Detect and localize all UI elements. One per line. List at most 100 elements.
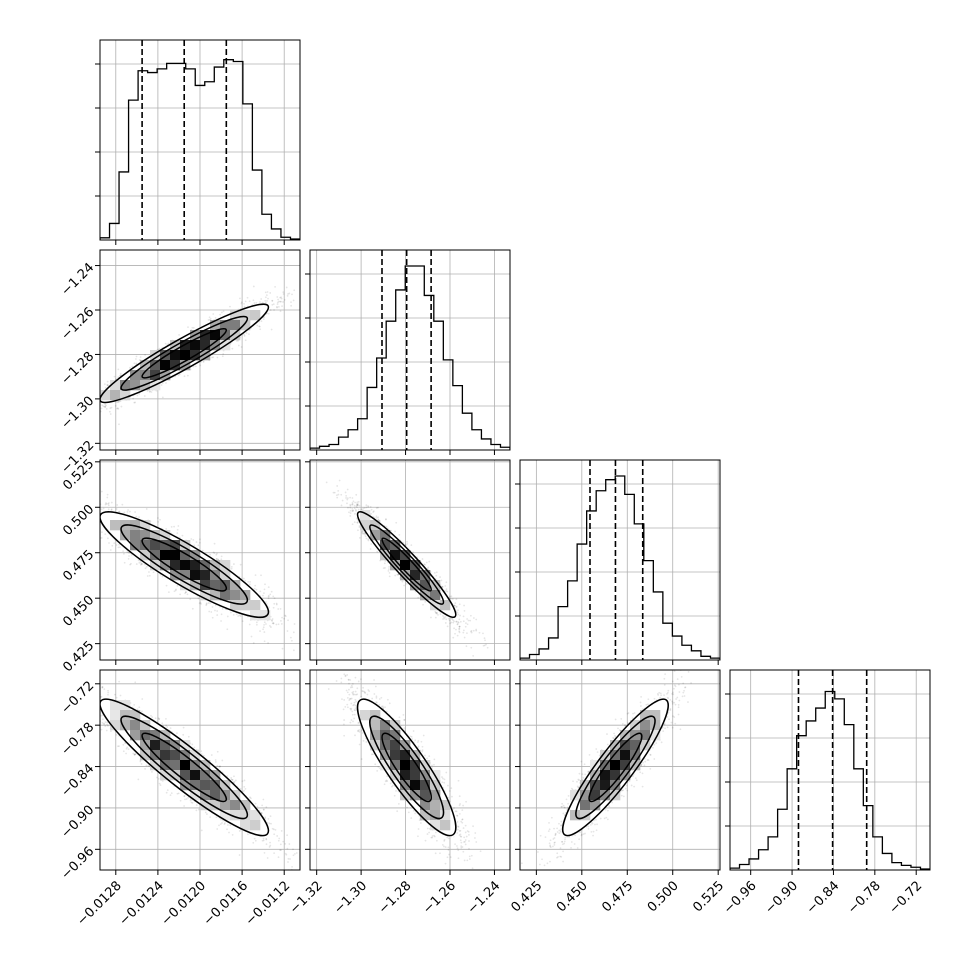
sample-point — [205, 602, 208, 605]
sample-point — [117, 546, 120, 549]
sample-point — [161, 575, 164, 578]
sample-point — [269, 292, 272, 294]
sample-point — [100, 407, 103, 410]
sample-point — [259, 590, 262, 593]
sample-point — [48, 423, 50, 425]
sample-point — [134, 358, 137, 360]
density-cell — [180, 350, 191, 361]
sample-point — [87, 496, 89, 498]
sample-point — [70, 513, 72, 515]
sample-point — [199, 364, 202, 367]
sample-point — [135, 515, 138, 518]
sample-point — [270, 328, 273, 331]
sample-point — [263, 623, 265, 626]
sample-point — [246, 296, 249, 299]
density-cell — [210, 340, 221, 351]
sample-point — [108, 410, 111, 413]
sample-point — [129, 563, 131, 566]
sample-point — [107, 384, 109, 387]
sample-point — [240, 301, 243, 304]
sample-point — [179, 593, 181, 596]
sample-point — [197, 597, 200, 600]
sample-point — [89, 526, 91, 528]
sample-point — [215, 558, 218, 560]
sample-point — [97, 414, 99, 416]
sample-point — [56, 437, 58, 439]
sample-point — [167, 342, 170, 345]
sample-point — [119, 374, 122, 377]
sample-point — [286, 630, 289, 632]
sample-point — [190, 538, 193, 540]
sample-point — [101, 404, 104, 407]
sample-point — [128, 555, 130, 557]
sample-point — [129, 366, 131, 369]
sample-point — [189, 598, 192, 601]
sample-point — [159, 518, 161, 521]
sample-point — [284, 615, 287, 618]
sample-point — [95, 517, 97, 519]
sample-point — [209, 317, 212, 320]
sample-point — [106, 380, 109, 383]
sample-point — [72, 498, 74, 500]
sample-point — [177, 525, 180, 527]
sample-point — [105, 404, 108, 407]
sample-point — [271, 303, 274, 306]
sample-point — [176, 532, 179, 534]
sample-point — [292, 299, 295, 302]
sample-point — [116, 401, 119, 404]
sample-point — [98, 419, 100, 421]
sample-point — [211, 356, 213, 359]
density-cell — [150, 360, 161, 371]
sample-point — [114, 404, 117, 407]
sample-point — [178, 333, 181, 336]
sample-point — [267, 312, 270, 315]
sample-point — [13, 442, 15, 444]
sample-point — [78, 491, 80, 493]
sample-point — [248, 333, 250, 336]
sample-point — [152, 571, 155, 574]
sample-point — [113, 375, 116, 378]
sample-point — [213, 542, 216, 545]
density-cell — [230, 310, 241, 321]
sample-point — [269, 593, 272, 596]
density-cell — [220, 330, 231, 341]
sample-point — [255, 621, 258, 624]
sample-point — [67, 507, 69, 509]
histogram-panel — [725, 669, 931, 875]
sample-point — [128, 551, 130, 554]
sample-point — [43, 495, 45, 497]
sample-point — [276, 306, 278, 309]
density-cell — [130, 380, 141, 391]
sample-point — [292, 649, 295, 652]
density-cell — [200, 350, 211, 361]
sample-point — [231, 347, 234, 350]
sample-point — [192, 327, 195, 329]
sample-point — [126, 551, 129, 554]
sample-point — [230, 566, 233, 568]
sample-point — [281, 305, 283, 308]
sample-point — [102, 405, 105, 408]
density-cell — [110, 390, 121, 401]
sample-point — [240, 346, 243, 348]
density-cell — [190, 340, 201, 351]
panel-content — [43, 490, 310, 652]
sample-point — [207, 602, 210, 604]
sample-point — [219, 313, 222, 316]
sample-point — [279, 296, 282, 299]
sample-point — [259, 301, 261, 303]
sample-point — [139, 561, 142, 564]
panel-frame — [729, 669, 931, 871]
sample-point — [271, 618, 274, 620]
sample-point — [275, 602, 278, 605]
sample-point — [98, 400, 100, 402]
density-cell — [160, 350, 171, 361]
sample-point — [308, 627, 310, 629]
sample-point — [97, 519, 99, 521]
sample-point — [186, 374, 189, 377]
panel-frame — [309, 249, 511, 451]
sample-point — [197, 544, 200, 547]
sample-point — [138, 561, 141, 564]
sample-point — [272, 622, 275, 624]
sample-point — [290, 639, 293, 642]
sample-point — [118, 400, 121, 403]
